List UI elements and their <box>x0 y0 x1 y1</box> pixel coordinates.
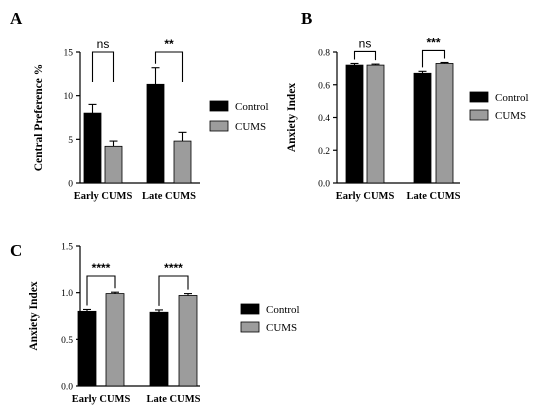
legend-label-cums: CUMS <box>235 121 266 133</box>
legend-swatch-cums <box>469 109 489 121</box>
bar-control-early-cums <box>83 112 102 184</box>
x-category-label: Early CUMS <box>336 191 395 202</box>
panel-c: C Anxiety Index 0.0 0.5 1.0 1.5 Early CUMS ****… <box>10 241 300 405</box>
bar-control-late-cums <box>149 311 169 387</box>
panel-b: B Anxiety Index 0.0 0.2 0.4 0.6 0.8 Early CUMS n… <box>286 9 529 202</box>
y-axis-label: Anxiety Index <box>286 83 298 153</box>
legend-swatch-control <box>240 303 260 315</box>
y-tick-label: 0.0 <box>318 180 330 190</box>
y-tick-label: 0 <box>68 180 73 190</box>
x-category-label: Late CUMS <box>407 191 461 202</box>
legend-swatch-control <box>209 100 229 112</box>
y-tick-label: 0.8 <box>318 49 330 59</box>
x-category-label: Early CUMS <box>72 394 131 405</box>
y-tick-label: 0.6 <box>318 81 330 91</box>
y-tick-label: 0.4 <box>318 114 330 124</box>
y-tick-label: 1.5 <box>61 243 73 253</box>
panel-letter: A <box>10 9 23 28</box>
legend-label-control: Control <box>495 92 529 104</box>
bar-control-early-cums <box>77 310 97 387</box>
y-tick-label: 15 <box>64 49 74 59</box>
bar-cums-late-cums <box>173 140 192 184</box>
significance-label: **** <box>164 261 183 275</box>
significance-label: ns <box>359 36 372 50</box>
x-category-label: Late CUMS <box>147 394 201 405</box>
significance-bracket <box>91 51 115 82</box>
significance-bracket <box>86 275 116 306</box>
significance-bracket <box>158 275 189 306</box>
legend-swatch-cums <box>209 120 229 132</box>
significance-label: **** <box>92 261 111 275</box>
bar-cums-early-cums <box>105 293 125 387</box>
y-tick-label: 0.2 <box>318 147 330 157</box>
y-axis-label: Central Preference % <box>33 64 45 172</box>
bar-control-early-cums <box>345 64 364 184</box>
legend-label-control: Control <box>266 304 300 316</box>
significance-bracket <box>421 49 446 68</box>
bar-control-late-cums <box>413 72 432 184</box>
legend-label-cums: CUMS <box>266 322 297 334</box>
significance-bracket <box>353 50 377 61</box>
legend-swatch-control <box>469 91 489 103</box>
y-tick-label: 5 <box>68 136 73 146</box>
significance-label: ** <box>164 37 174 51</box>
bar-cums-early-cums <box>104 145 123 184</box>
significance-label: *** <box>426 35 440 49</box>
legend-swatch-cums <box>240 321 260 333</box>
legend-label-cums: CUMS <box>495 110 526 122</box>
x-category-label: Late CUMS <box>142 191 196 202</box>
panel-letter: C <box>10 241 22 260</box>
x-category-label: Early CUMS <box>74 191 133 202</box>
panel-letter: B <box>301 9 312 28</box>
y-tick-label: 0.5 <box>61 336 73 346</box>
bar-cums-late-cums <box>178 295 198 387</box>
bar-cums-early-cums <box>366 64 385 184</box>
legend-label-control: Control <box>235 101 269 113</box>
y-tick-label: 1.0 <box>61 289 73 299</box>
y-tick-label: 0.0 <box>61 383 73 393</box>
bar-control-late-cums <box>146 83 165 184</box>
bar-cums-late-cums <box>435 63 454 184</box>
significance-bracket <box>154 51 184 82</box>
panel-a: A Central Preference % 0 5 10 15 Early CUMS ns L… <box>10 9 269 202</box>
y-tick-label: 10 <box>64 92 74 102</box>
y-axis-label: Anxiety Index <box>28 281 40 351</box>
significance-label: ns <box>97 37 110 51</box>
